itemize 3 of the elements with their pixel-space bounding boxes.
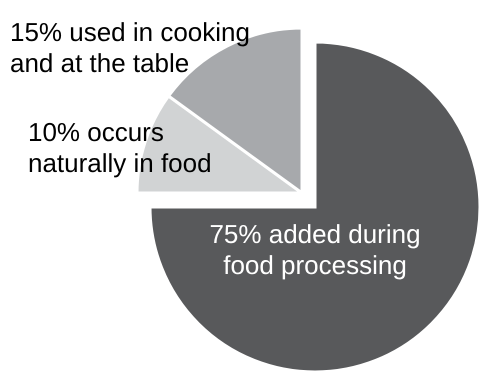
slice-label: 15% used in cooking and at the table [10, 17, 250, 78]
slice-label: 75% added during food processing [209, 219, 421, 280]
slice-label: 10% occurs naturally in food [28, 117, 212, 178]
